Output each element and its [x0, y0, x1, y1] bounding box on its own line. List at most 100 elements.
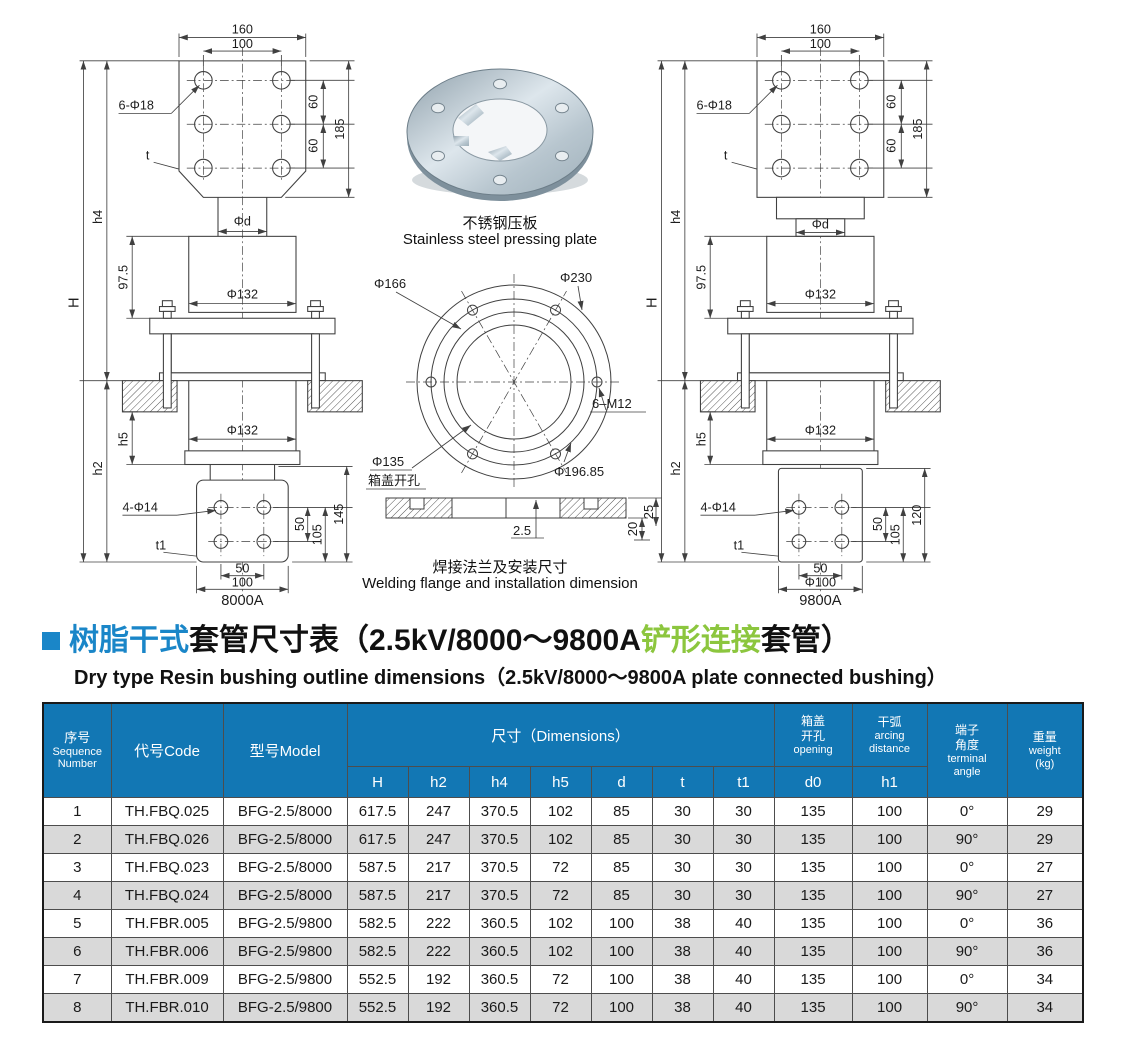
table-cell: 30	[651, 853, 714, 882]
table-cell: 135	[773, 881, 853, 910]
table-row: 3 TH.FBQ.023 BFG-2.5/8000 587.5 217 370.5 72 85…	[42, 853, 1084, 882]
flange-circles	[406, 274, 622, 490]
table-cell: 27	[1006, 853, 1084, 882]
dim-label: 6-Φ18	[119, 99, 154, 113]
table-cell: 40	[712, 965, 775, 994]
dim-label: Φd	[234, 215, 251, 229]
dim-label: 50	[871, 517, 885, 531]
dimension-lines	[79, 33, 355, 594]
table-cell: 217	[407, 881, 470, 910]
dim-label: t	[146, 148, 150, 162]
table-cell: 30	[651, 881, 714, 910]
table-cell: 30	[712, 825, 775, 854]
col-header-d0: d0	[773, 766, 853, 798]
table-cell: 135	[773, 825, 853, 854]
table-cell: 0°	[926, 909, 1008, 938]
dim-label: t1	[156, 538, 167, 552]
table-cell: 247	[407, 797, 470, 826]
table-cell: TH.FBR.006	[110, 937, 224, 966]
dim-label: 4-Φ14	[122, 500, 157, 514]
section-dims	[511, 497, 662, 541]
table-cell: 90°	[926, 825, 1008, 854]
table-cell: 30	[651, 825, 714, 854]
table-cell: 217	[407, 853, 470, 882]
table-row: 8 TH.FBR.010 BFG-2.5/9800 552.5 192 360.5 72 10…	[42, 993, 1084, 1023]
dim-label: Φ196.85	[554, 464, 604, 479]
dim-label: Φ166	[374, 276, 406, 291]
col-header-code: 代号Code	[110, 702, 224, 798]
table-cell: 38	[651, 937, 714, 966]
table-cell: 0°	[926, 853, 1008, 882]
dim-label: t	[724, 148, 728, 162]
flange-opening-drawing: Φ166 Φ230 6–M12 Φ135 箱盖开孔 Φ196.85	[366, 270, 646, 490]
table-cell: 135	[773, 993, 853, 1023]
dim-label: 4-Φ14	[700, 500, 735, 514]
col-header-sequence: 序号 Sequence Number	[42, 702, 112, 798]
table-cell: 85	[590, 797, 653, 826]
col-header-h4: h4	[468, 766, 531, 798]
table-cell: 100	[851, 797, 928, 826]
dim-label: h4	[669, 210, 683, 224]
col-header-t: t	[651, 766, 714, 798]
bushing-outline	[699, 47, 941, 596]
col-header-h1: h1	[851, 766, 928, 798]
drawing-title-label: 8000A	[221, 593, 264, 607]
dim-label: 105	[310, 524, 324, 545]
welding-flange-section: 2.5 25 20	[385, 497, 662, 541]
table-cell: 27	[1006, 881, 1084, 910]
dim-label: 97.5	[116, 265, 130, 290]
table-cell: 222	[407, 937, 470, 966]
table-cell: 100	[851, 965, 928, 994]
dim-label: 6–M12	[592, 396, 632, 411]
dim-label: Φ132	[805, 288, 836, 302]
dim-label: Φ230	[560, 270, 592, 285]
dim-label: 97.5	[694, 265, 708, 290]
table-cell: 582.5	[346, 909, 409, 938]
dim-label: h5	[116, 432, 130, 446]
col-header-d: d	[590, 766, 653, 798]
table-cell: 370.5	[468, 881, 531, 910]
dim-label: 100	[810, 37, 831, 51]
table-cell: 370.5	[468, 797, 531, 826]
bushing-outline	[121, 47, 363, 596]
table-cell: BFG-2.5/9800	[222, 937, 348, 966]
table-cell: 29	[1006, 797, 1084, 826]
spec-table: 序号 Sequence Number 代号Code 型号Model 尺寸（Dim…	[42, 702, 1085, 1023]
table-cell: BFG-2.5/9800	[222, 909, 348, 938]
table-cell: 72	[529, 965, 592, 994]
table-cell: TH.FBR.010	[110, 993, 224, 1023]
table-cell: 102	[529, 909, 592, 938]
dim-label: 6-Φ18	[697, 99, 732, 113]
dim-label: 25	[641, 505, 656, 519]
title-bullet-square	[42, 632, 60, 650]
page-title: 树脂干式套管尺寸表（2.5kV/8000～9800A铲形连接套管）	[42, 615, 851, 659]
dim-label: 50	[813, 562, 827, 576]
dimension-labels: 160 100 6-Φ18 t 60 60 185 Φd Φ132 Φ132 H…	[67, 23, 347, 607]
table-row: 4 TH.FBQ.024 BFG-2.5/8000 587.5 217 370.5 72 85…	[42, 881, 1084, 910]
table-cell: 100	[851, 881, 928, 910]
dimension-labels: 160 100 6-Φ18 t 60 60 185 Φd Φ132 Φ132 H…	[645, 23, 925, 607]
table-cell: BFG-2.5/8000	[222, 797, 348, 826]
table-cell: 360.5	[468, 993, 531, 1023]
dim-label: 50	[293, 517, 307, 531]
photo-caption-zh: 不锈钢压板	[462, 215, 538, 232]
table-cell: TH.FBQ.023	[110, 853, 224, 882]
table-cell: 100	[590, 965, 653, 994]
pressing-plate-photo	[406, 68, 594, 201]
table-cell: 552.5	[346, 965, 409, 994]
table-cell: 100	[851, 937, 928, 966]
table-cell: 90°	[926, 937, 1008, 966]
flange-leaders	[366, 285, 646, 490]
dim-label: H	[645, 297, 661, 308]
section-caption-zh: 焊接法兰及安装尺寸	[432, 559, 568, 576]
col-header-terminal-angle: 端子 角度 terminal angle	[926, 702, 1008, 798]
table-cell: 36	[1006, 909, 1084, 938]
table-cell: 40	[712, 937, 775, 966]
table-cell: 100	[590, 937, 653, 966]
table-row: 1 TH.FBQ.025 BFG-2.5/8000 617.5 247 370.5 102 8…	[42, 797, 1084, 826]
dim-label: 120	[910, 505, 924, 526]
table-cell: 370.5	[468, 825, 531, 854]
col-header-weight: 重量 weight (kg)	[1006, 702, 1084, 798]
table-row: 5 TH.FBR.005 BFG-2.5/9800 582.5 222 360.5 102 1…	[42, 909, 1084, 938]
dim-label: 20	[625, 522, 640, 536]
